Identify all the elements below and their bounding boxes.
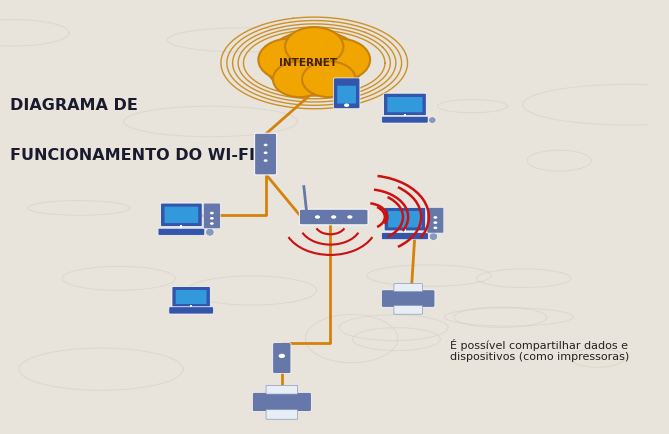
- Circle shape: [210, 217, 214, 220]
- FancyBboxPatch shape: [381, 290, 435, 307]
- FancyBboxPatch shape: [161, 203, 202, 227]
- Circle shape: [285, 27, 343, 66]
- Circle shape: [302, 61, 355, 97]
- FancyBboxPatch shape: [382, 116, 428, 123]
- FancyBboxPatch shape: [266, 385, 298, 394]
- Ellipse shape: [205, 228, 214, 236]
- FancyBboxPatch shape: [176, 290, 207, 304]
- Circle shape: [331, 215, 337, 219]
- FancyBboxPatch shape: [394, 306, 422, 314]
- Text: É possível compartilhar dados e
dispositivos (como impressoras): É possível compartilhar dados e disposit…: [450, 339, 630, 362]
- FancyBboxPatch shape: [387, 97, 423, 112]
- Text: FUNCIONAMENTO DO WI-FI: FUNCIONAMENTO DO WI-FI: [10, 148, 255, 163]
- FancyBboxPatch shape: [381, 233, 428, 240]
- FancyBboxPatch shape: [255, 133, 277, 175]
- FancyBboxPatch shape: [172, 287, 210, 307]
- FancyBboxPatch shape: [388, 211, 421, 227]
- Circle shape: [264, 151, 268, 154]
- FancyBboxPatch shape: [252, 392, 311, 411]
- FancyBboxPatch shape: [165, 207, 198, 223]
- Ellipse shape: [429, 233, 438, 240]
- FancyBboxPatch shape: [203, 203, 220, 229]
- Circle shape: [344, 103, 349, 107]
- Circle shape: [307, 39, 370, 81]
- Circle shape: [264, 159, 268, 162]
- Circle shape: [210, 222, 214, 225]
- Ellipse shape: [429, 117, 436, 123]
- FancyBboxPatch shape: [427, 207, 444, 233]
- FancyBboxPatch shape: [299, 209, 368, 225]
- Circle shape: [347, 215, 353, 219]
- Circle shape: [315, 215, 320, 219]
- Circle shape: [273, 61, 326, 97]
- FancyBboxPatch shape: [266, 410, 298, 419]
- Circle shape: [434, 221, 438, 224]
- FancyBboxPatch shape: [383, 93, 426, 115]
- Circle shape: [278, 354, 285, 358]
- FancyBboxPatch shape: [169, 307, 213, 314]
- Circle shape: [258, 39, 322, 81]
- FancyBboxPatch shape: [333, 78, 360, 108]
- Circle shape: [264, 144, 268, 146]
- Text: DIAGRAMA DE: DIAGRAMA DE: [10, 98, 138, 113]
- FancyBboxPatch shape: [394, 284, 422, 292]
- Circle shape: [434, 216, 438, 219]
- FancyBboxPatch shape: [158, 228, 205, 235]
- Text: INTERNET: INTERNET: [279, 58, 337, 68]
- Circle shape: [266, 30, 363, 95]
- FancyBboxPatch shape: [273, 343, 291, 373]
- FancyBboxPatch shape: [384, 207, 425, 231]
- FancyBboxPatch shape: [337, 85, 356, 103]
- Circle shape: [210, 212, 214, 214]
- Circle shape: [434, 227, 438, 229]
